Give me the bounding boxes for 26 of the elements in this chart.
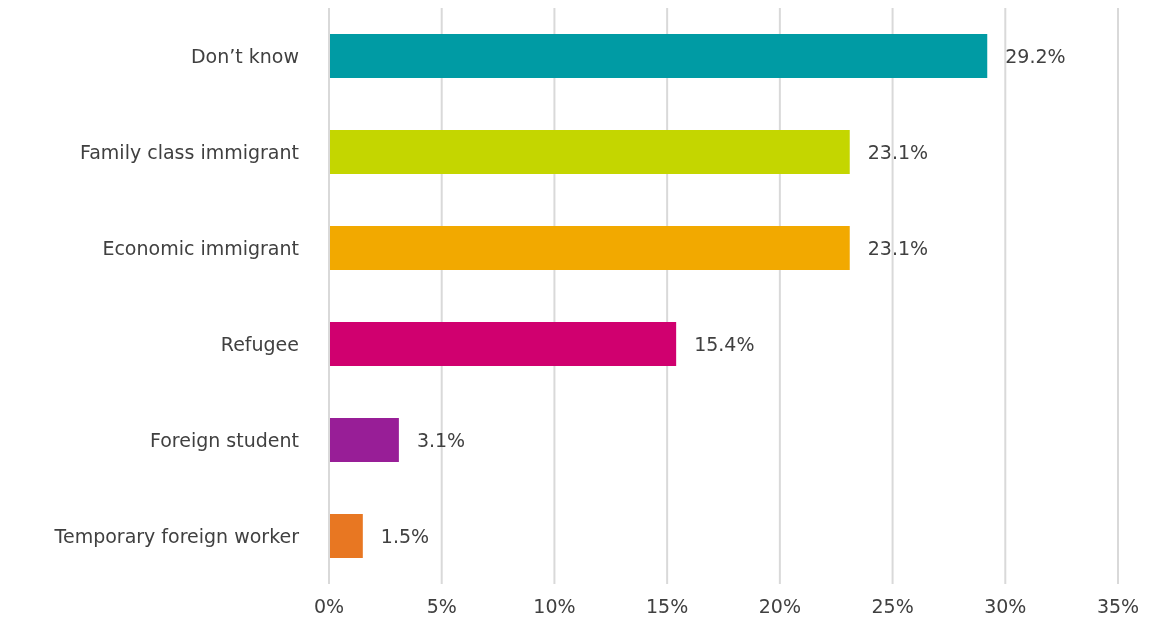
y-tick-label: Temporary foreign worker [53, 524, 300, 547]
y-tick-label: Don’t know [190, 44, 299, 67]
bar [329, 34, 988, 78]
bar [329, 226, 850, 270]
bar [329, 514, 363, 558]
data-label: 3.1% [416, 428, 466, 451]
x-tick-label: 20% [758, 595, 801, 618]
y-tick-label: Economic immigrant [102, 236, 299, 259]
data-label: 29.2% [1005, 44, 1066, 67]
y-tick-label: Family class immigrant [80, 140, 299, 163]
bar [329, 418, 399, 462]
data-label: 23.1% [867, 236, 929, 259]
bar [329, 130, 850, 174]
y-tick-label: Refugee [220, 332, 299, 355]
x-tick-label: 5% [426, 595, 457, 618]
x-tick-label: 15% [646, 595, 689, 618]
x-tick-label: 35% [1096, 595, 1140, 618]
data-label: 15.4% [694, 332, 755, 355]
y-tick-label: Foreign student [149, 428, 299, 451]
data-label: 23.1% [867, 140, 929, 163]
bar [329, 322, 677, 366]
x-tick-label: 30% [984, 595, 1027, 618]
data-label: 1.5% [380, 524, 430, 547]
x-tick-label: 10% [533, 595, 576, 618]
x-tick-label: 0% [313, 595, 345, 618]
x-tick-label: 25% [871, 595, 914, 618]
